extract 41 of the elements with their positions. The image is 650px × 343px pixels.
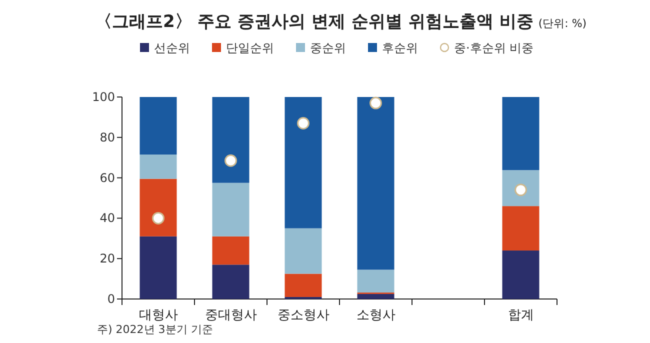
chart-subtitle: (단위: %) bbox=[538, 17, 587, 30]
y-tick-label: 40 bbox=[100, 211, 115, 226]
bar bbox=[212, 264, 250, 299]
bar bbox=[140, 178, 177, 236]
bar bbox=[357, 294, 394, 299]
bar bbox=[212, 182, 250, 236]
legend-label: 후순위 bbox=[382, 41, 418, 55]
legend-label: 선순위 bbox=[154, 41, 190, 55]
legend-label: 단일순위 bbox=[226, 41, 274, 55]
x-tick-label: 소형사 bbox=[356, 308, 396, 323]
legend-label: 중순위 bbox=[310, 41, 346, 55]
legend-label: 중·후순위 비중 bbox=[454, 41, 534, 55]
bar bbox=[502, 170, 540, 206]
bar bbox=[140, 236, 177, 299]
bar bbox=[212, 236, 250, 265]
bar bbox=[212, 97, 250, 183]
bar bbox=[357, 270, 394, 293]
x-tick-label: 중대형사 bbox=[204, 308, 257, 323]
bar bbox=[140, 97, 177, 155]
point bbox=[224, 154, 237, 167]
chart-title: 〈그래프2〉 주요 증권사의 변제 순위별 위험노출액 비중 bbox=[95, 12, 534, 32]
y-tick-label: 60 bbox=[100, 170, 115, 185]
y-tick-label: 100 bbox=[92, 90, 115, 104]
y-tick-label: 20 bbox=[100, 252, 115, 266]
bar bbox=[502, 97, 540, 170]
bar bbox=[357, 97, 394, 270]
x-tick-label: 대형사 bbox=[138, 308, 178, 323]
bar bbox=[284, 97, 322, 228]
point bbox=[370, 96, 382, 110]
bar bbox=[502, 250, 540, 299]
x-tick-label: 중소형사 bbox=[277, 308, 330, 323]
bar bbox=[140, 154, 177, 179]
point bbox=[297, 117, 310, 130]
y-tick-label: 0 bbox=[107, 292, 115, 306]
text: 주) 2022년 3분기 기준 bbox=[97, 323, 213, 336]
bar bbox=[284, 228, 322, 274]
y-tick-label: 80 bbox=[100, 130, 115, 144]
point bbox=[152, 212, 164, 224]
x-tick-label: 합계 bbox=[508, 308, 534, 323]
bar bbox=[502, 206, 540, 251]
bar bbox=[284, 274, 322, 297]
